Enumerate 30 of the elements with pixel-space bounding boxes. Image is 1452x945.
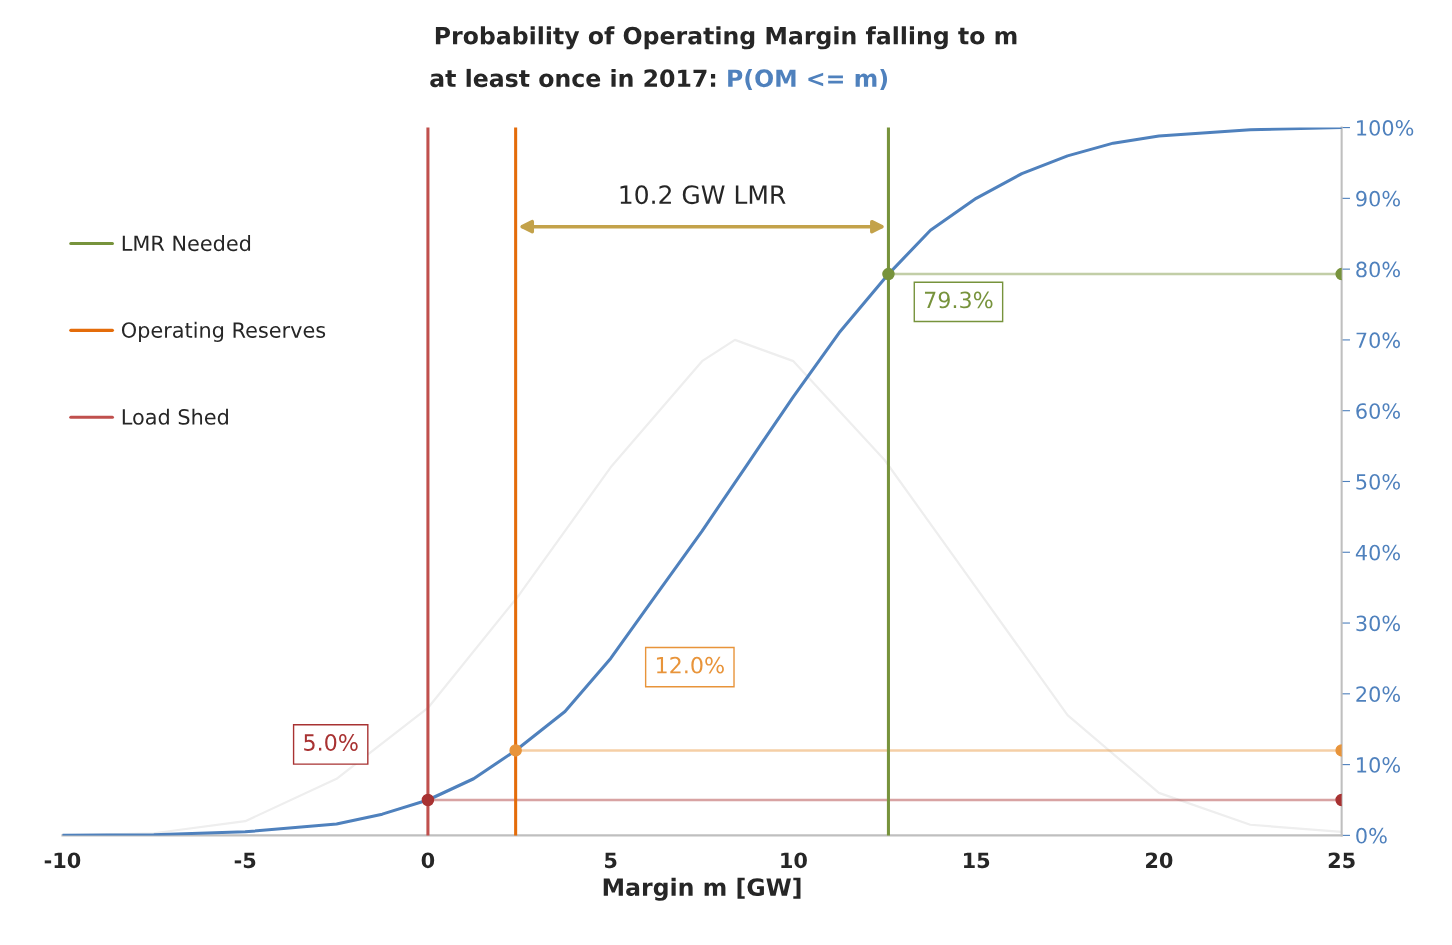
x-tick-label: 5 xyxy=(605,852,617,869)
legend-label: LMR Needed xyxy=(122,235,251,252)
text: P(OM <= m) xyxy=(728,68,888,90)
y-tick-label: 80% xyxy=(1356,261,1400,278)
x-tick-label: 20 xyxy=(1146,852,1173,869)
x-tick-label: 10 xyxy=(781,852,807,869)
y-tick-label: 0% xyxy=(1356,827,1387,844)
y-tick-label: 100% xyxy=(1357,120,1414,136)
y-tick-label: 60% xyxy=(1356,403,1400,419)
y-tick-label: 30% xyxy=(1356,615,1400,632)
x-axis-title: Margin m [GW] xyxy=(603,877,801,901)
y-tick-label: 20% xyxy=(1356,686,1400,703)
annotation: 5.0% xyxy=(304,734,358,751)
x-tick-label: 15 xyxy=(964,852,990,869)
y-tick-label: 50% xyxy=(1356,473,1400,490)
y-tick-label: 40% xyxy=(1355,544,1400,561)
annotation: 10.2 GW LMR xyxy=(620,185,786,205)
y-tick-label: 90% xyxy=(1356,190,1400,207)
y-tick-label: 10% xyxy=(1357,757,1400,773)
annotation: 12.0% xyxy=(656,656,724,674)
legend-label: Operating Reserves xyxy=(121,321,326,342)
x-tick-label: 0 xyxy=(421,852,435,869)
annotation: 79.3% xyxy=(924,291,993,309)
y-tick-label: 70% xyxy=(1356,332,1400,349)
chart-title: Probability of Operating Margin falling to m xyxy=(435,26,1017,50)
x-tick-label: 25 xyxy=(1328,852,1355,869)
legend-label: Load Shed xyxy=(122,408,228,425)
chart-subtitle: at least once in 2017: xyxy=(430,68,716,88)
x-tick-label: -10 xyxy=(44,852,81,869)
x-tick-label: -5 xyxy=(234,852,256,869)
